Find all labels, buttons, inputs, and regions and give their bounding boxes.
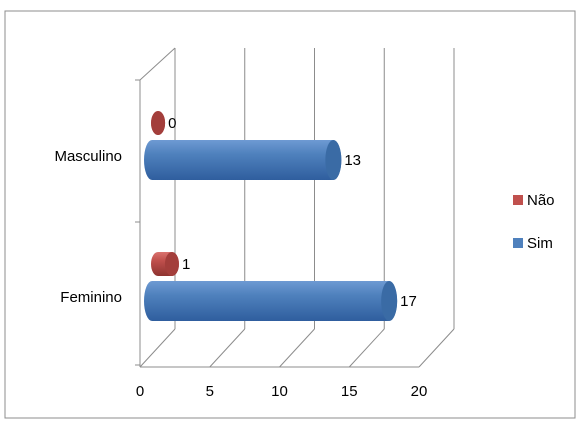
x-tick-label-0: 0 bbox=[136, 383, 144, 400]
bar-sim-feminino-cap bbox=[381, 281, 398, 321]
floor-gridline-20 bbox=[418, 328, 455, 368]
x-tick-label-15: 15 bbox=[341, 383, 358, 400]
bar-nao-feminino bbox=[151, 252, 179, 276]
category-label-feminino: Feminino bbox=[60, 289, 122, 306]
x-tick-label-10: 10 bbox=[271, 383, 288, 400]
category-label-masculino: Masculino bbox=[54, 148, 122, 165]
floor-gridline-5 bbox=[209, 328, 246, 368]
legend-label-sim: Sim bbox=[527, 235, 553, 252]
bar-nao-masculino-value-label: 0 bbox=[168, 115, 176, 132]
bar-nao-masculino-cap bbox=[151, 111, 166, 135]
floor-gridline-0 bbox=[139, 328, 176, 368]
bar-sim-masculino-body bbox=[144, 140, 342, 180]
bar-sim-feminino-value-label: 17 bbox=[400, 293, 417, 310]
bar-nao-feminino-cap bbox=[164, 252, 179, 276]
x-tick-label-20: 20 bbox=[411, 383, 428, 400]
floor-gridline-10 bbox=[279, 328, 315, 368]
bar-sim-masculino bbox=[144, 140, 342, 180]
bar-sim-masculino-cap bbox=[325, 140, 342, 180]
bar-nao-feminino-value-label: 1 bbox=[182, 256, 190, 273]
bar-sim-feminino bbox=[144, 281, 398, 321]
side-wall-top bbox=[139, 47, 176, 81]
chart-border bbox=[4, 10, 576, 419]
x-tick-label-5: 5 bbox=[206, 383, 214, 400]
floor-gridline-15 bbox=[348, 328, 385, 368]
bar-nao-masculino bbox=[151, 111, 166, 135]
legend-swatch-nao bbox=[513, 195, 523, 205]
legend-label-nao: Não bbox=[527, 192, 555, 209]
bar-sim-feminino-body bbox=[144, 281, 398, 321]
legend-swatch-sim bbox=[513, 238, 523, 248]
bar-sim-masculino-value-label: 13 bbox=[344, 152, 361, 169]
